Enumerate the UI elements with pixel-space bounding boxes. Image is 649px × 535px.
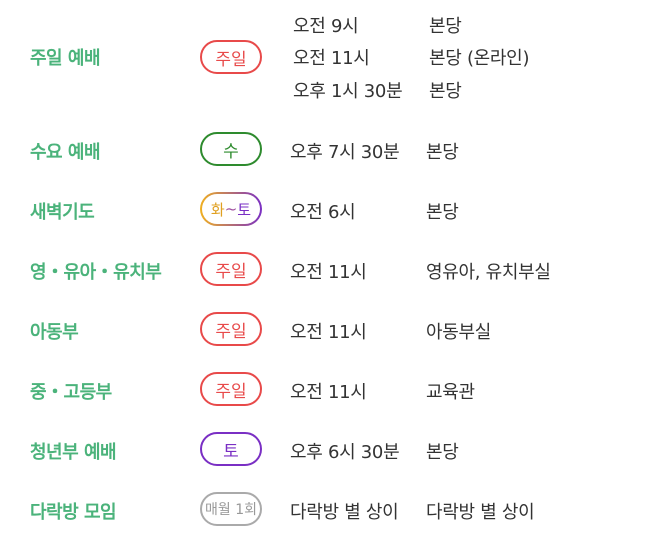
service-time: 오후 7시 30분 [290,142,400,163]
schedule-row-dawn-prayer: 새벽기도 화 ~ 토 오전 6시 본당 [0,192,649,228]
schedule-row-middle-high: 중・고등부 주일 오전 11시 교육관 [0,372,649,408]
badge-start-day: 화 [210,200,225,219]
day-badge: 주일 [200,252,262,286]
schedule-row-sunday-service: 주일 예배 주일 오전 9시 본당 오전 11시 본당 (온라인) 오후 1시 … [0,0,649,110]
schedule-row-children: 아동부 주일 오전 11시 아동부실 [0,312,649,348]
service-time: 오후 6시 30분 [290,442,400,463]
day-badge: 수 [200,132,262,166]
schedule-row-wednesday-service: 수요 예배 수 오후 7시 30분 본당 [0,132,649,168]
day-badge: 화 ~ 토 [200,192,262,226]
service-name: 주일 예배 [30,48,101,69]
day-badge: 주일 [200,312,262,346]
service-place: 본당 [426,442,459,463]
day-badge: 토 [200,432,262,466]
service-time: 다락방 별 상이 [290,502,399,523]
day-badge: 주일 [200,40,262,74]
service-place: 영유아, 유치부실 [426,262,551,283]
service-place: 본당 [426,142,459,163]
service-name: 영・유아・유치부 [30,262,162,283]
service-name: 수요 예배 [30,142,101,163]
service-time: 오전 11시 [290,262,367,283]
schedule-row-infant-kindergarten: 영・유아・유치부 주일 오전 11시 영유아, 유치부실 [0,252,649,288]
day-badge: 주일 [200,372,262,406]
service-place: 다락방 별 상이 [426,502,535,523]
badge-range-tilde: ~ [224,200,238,218]
service-time: 오전 6시 [290,202,356,223]
service-name: 새벽기도 [30,202,95,223]
service-time: 오전 11시 [290,322,367,343]
service-name: 청년부 예배 [30,442,117,463]
service-place: 본당 [429,81,462,102]
service-place: 교육관 [426,382,475,403]
service-place: 아동부실 [426,322,492,343]
service-time: 오전 9시 [293,16,359,37]
service-place: 본당 [429,16,462,37]
service-name: 아동부 [30,322,79,343]
badge-end-day: 토 [237,200,252,219]
service-place: 본당 [426,202,459,223]
schedule-row-small-group: 다락방 모임 매월 1회 다락방 별 상이 다락방 별 상이 [0,492,649,528]
day-badge: 매월 1회 [200,492,262,526]
service-time: 오전 11시 [290,382,367,403]
service-time: 오후 1시 30분 [293,81,403,102]
schedule-row-youth-service: 청년부 예배 토 오후 6시 30분 본당 [0,432,649,468]
service-name: 중・고등부 [30,382,112,403]
service-name: 다락방 모임 [30,502,117,523]
service-time: 오전 11시 [293,48,370,69]
service-place: 본당 (온라인) [429,48,530,69]
